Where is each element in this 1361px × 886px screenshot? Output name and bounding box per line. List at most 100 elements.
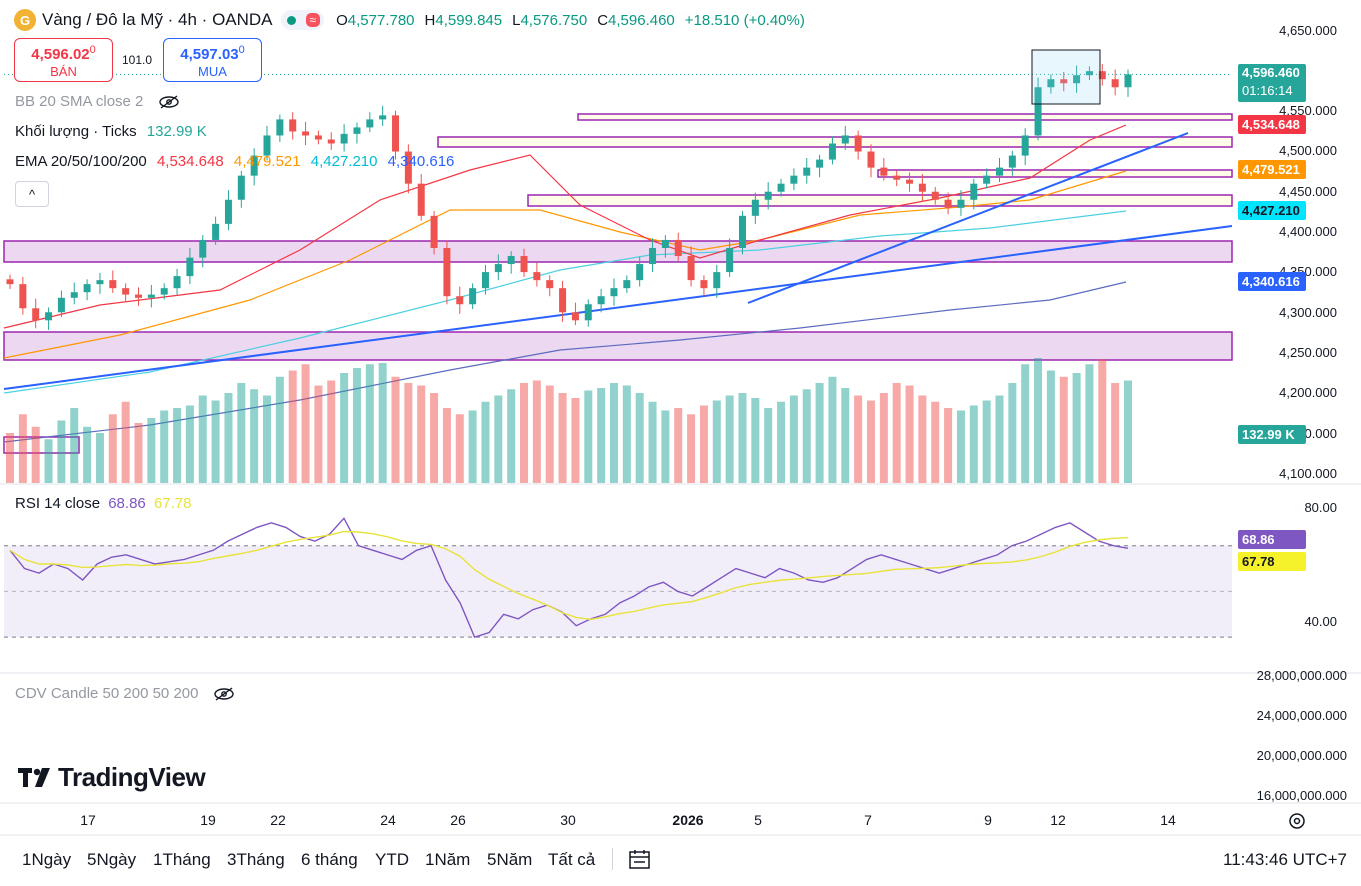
candle-body (816, 159, 824, 168)
trend-line-short (747, 132, 1189, 304)
ema100-line (3, 210, 1127, 394)
candle-body (571, 312, 579, 321)
range-ytd[interactable]: YTD (375, 850, 409, 869)
volume-bar (622, 385, 631, 483)
rsi-legend[interactable]: RSI 14 close 68.86 67.78 (15, 495, 191, 512)
candle-body (944, 199, 952, 208)
candle-body (893, 175, 901, 180)
settings-gear-icon[interactable] (1286, 810, 1308, 832)
time-tick: 12 (1050, 812, 1066, 828)
sell-price: 4,596.02 (31, 46, 90, 63)
bb-legend[interactable]: BB 20 SMA close 2 (15, 93, 180, 110)
candle-body (366, 119, 374, 128)
volume-bar (314, 385, 323, 483)
volume-bar (828, 376, 837, 483)
candle-body (340, 133, 348, 144)
chevron-up-icon: ^ (28, 186, 36, 202)
volume-bar (198, 395, 207, 483)
ema100-tag: 4,427.210 (1238, 201, 1306, 220)
candle-body (135, 294, 143, 298)
time-tick: 5 (754, 812, 762, 828)
candle-body (738, 215, 746, 248)
candle-body (1034, 87, 1042, 136)
hidden-eye-icon[interactable] (158, 95, 180, 109)
symbol-title[interactable]: Vàng / Đô la Mỹ · 4h · OANDA (42, 10, 273, 29)
cdv-hidden-eye-icon[interactable] (213, 687, 235, 701)
candle-body (70, 292, 78, 298)
volume-bar (764, 408, 773, 483)
buy-label: MUA (198, 64, 227, 79)
time-tick: 19 (200, 812, 216, 828)
candle-body (6, 279, 14, 285)
range-5y[interactable]: 5Năm (487, 850, 533, 869)
candle-body (700, 280, 708, 289)
volume-bar (520, 383, 529, 483)
range-6m[interactable]: 6 tháng (301, 850, 358, 869)
candle-body (160, 288, 168, 295)
tradingview-logo[interactable]: TradingView (18, 762, 206, 793)
volume-bar (777, 401, 786, 483)
candle-body (1021, 135, 1029, 156)
bar-countdown: 01:16:14 (1242, 83, 1293, 98)
buy-button[interactable]: 4,597.030 MUA (163, 38, 262, 82)
volume-bar (866, 400, 875, 483)
volume-bar (841, 388, 850, 483)
candle-body (610, 288, 618, 297)
candle-body (417, 183, 425, 216)
volume-legend-value: 132.99 K (146, 123, 207, 140)
range-3m[interactable]: 3Tháng (227, 850, 285, 869)
range-1m[interactable]: 1Tháng (153, 850, 211, 869)
range-1d[interactable]: 1Ngày (22, 850, 72, 869)
volume-bar (879, 393, 888, 483)
ema200-tag: 4,340.616 (1238, 272, 1306, 291)
volume-bar (327, 380, 336, 483)
volume-bar (969, 405, 978, 483)
volume-bar (134, 423, 143, 483)
volume-bar (417, 385, 426, 483)
volume-bar (674, 408, 683, 483)
volume-bar (584, 390, 593, 483)
sell-label: BÁN (50, 64, 77, 79)
utc-clock[interactable]: 11:43:46 UTC+7 (1223, 850, 1347, 869)
time-tick-year: 2026 (672, 812, 704, 828)
ema-legend[interactable]: EMA 20/50/100/200 4,534.648 4,479.521 4,… (15, 153, 460, 170)
range-1y[interactable]: 1Năm (425, 850, 471, 869)
price-tick: 4,650.000 (1279, 23, 1337, 38)
volume-bar (301, 364, 310, 483)
volume-profile-box (1031, 49, 1101, 105)
date-range-calendar-icon[interactable] (627, 848, 653, 872)
volume-bar (995, 395, 1004, 483)
volume-bar (340, 373, 349, 483)
volume-bar (263, 395, 272, 483)
time-tick: 7 (864, 812, 872, 828)
support-zone-upper (3, 240, 1233, 263)
volume-bar (918, 395, 927, 483)
trend-line-long (3, 225, 1233, 390)
volume-bar (147, 418, 156, 483)
high-value: 4,599.845 (435, 11, 503, 29)
ema50-value: 4,479.521 (233, 153, 301, 170)
high-label: H (424, 11, 436, 29)
range-5d[interactable]: 5Ngày (87, 850, 137, 869)
zone-box (527, 194, 1233, 207)
price-tick: 4,200.000 (1279, 385, 1337, 400)
candle-body (636, 264, 644, 281)
candle-body (623, 280, 631, 289)
cdv-tick: 28,000,000.000 (1256, 668, 1347, 683)
volume-bar (532, 380, 541, 483)
sell-button[interactable]: 4,596.020 BÁN (14, 38, 113, 82)
market-status-pill[interactable]: ≈ (280, 10, 325, 30)
zone-box (3, 436, 80, 454)
volume-bar (905, 385, 914, 483)
volume-bar (751, 398, 760, 483)
volume-legend[interactable]: Khối lượng · Ticks 132.99 K (15, 123, 207, 140)
candle-body (173, 276, 181, 289)
candle-body (854, 135, 862, 152)
collapse-legend-button[interactable]: ^ (15, 181, 49, 207)
cdv-legend[interactable]: CDV Candle 50 200 50 200 (15, 685, 235, 702)
volume-bar (789, 395, 798, 483)
bb-label: BB 20 SMA close 2 (15, 93, 144, 110)
range-all[interactable]: Tất cả (548, 850, 596, 869)
